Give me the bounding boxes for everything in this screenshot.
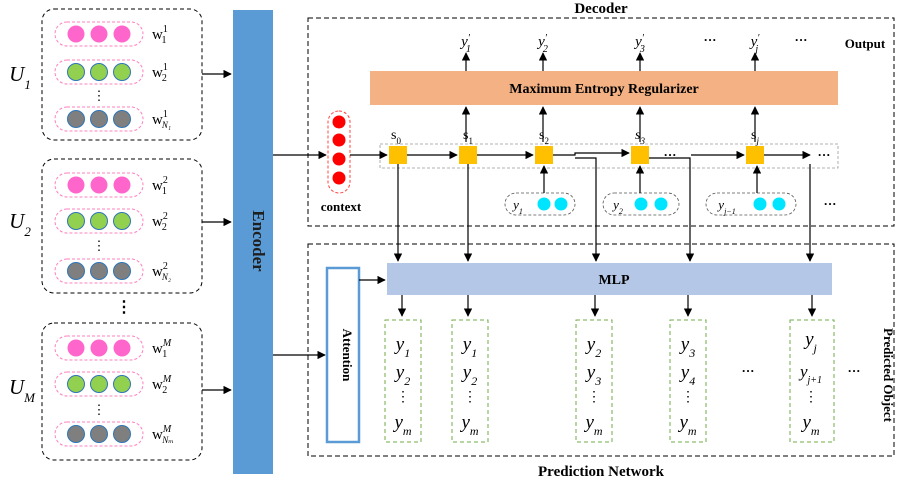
utterance-to-encoder-arrows xyxy=(202,69,232,395)
svg-text:⋮: ⋮ xyxy=(681,390,695,405)
svg-text:yj+1: yj+1 xyxy=(798,362,822,386)
mlp-to-prediction-arrows xyxy=(397,295,817,317)
mlp-block xyxy=(387,263,832,295)
output-label: Output xyxy=(845,36,886,51)
svg-text:⋮: ⋮ xyxy=(804,390,818,405)
svg-text:w12: w1 2 xyxy=(152,62,168,84)
prediction-column-1: y1 y2 ⋮ ym xyxy=(384,319,422,443)
regularizer-label: Maximum Entropy Regularizer xyxy=(509,82,699,97)
prediction-column-4: y3 y4 ⋮ ym xyxy=(669,319,707,443)
svg-text:y3: y3 xyxy=(679,334,695,360)
output-ellipsis-2: ··· xyxy=(794,32,807,47)
output-y2: y′ 2 xyxy=(536,33,548,55)
state-s0 xyxy=(389,146,407,164)
decoder-input-token-yj-1: yj−1 xyxy=(705,192,797,216)
svg-text:w22: w2 2 xyxy=(152,211,168,233)
decoder-input-token-y1: y1 xyxy=(504,192,576,216)
output-yj: y′ j xyxy=(749,33,761,55)
regularizer-output-arrows xyxy=(461,52,760,71)
prediction-title: Prediction Network xyxy=(538,464,665,480)
svg-text:ym: ym xyxy=(583,412,602,438)
svg-text:y2: y2 xyxy=(585,334,601,360)
mlp-label: MLP xyxy=(598,273,630,288)
state-label-s2: s2 xyxy=(539,128,549,146)
output-y1: y′ 1 xyxy=(459,33,471,55)
state-label-s1: s1 xyxy=(463,128,473,146)
decoder-input-token-y2: y2 xyxy=(602,192,680,216)
svg-text:y1: y1 xyxy=(511,197,523,216)
input-to-state-arrows xyxy=(539,165,762,193)
svg-text:w21: w2 1 xyxy=(152,175,168,197)
state-to-mlp-arrows xyxy=(393,157,815,262)
utterance-vdots: ⋮ xyxy=(116,299,132,316)
svg-text:y2: y2 xyxy=(461,362,477,388)
attention-label: Attention xyxy=(340,329,355,382)
utterance-m-label: UM xyxy=(9,375,36,405)
decoder-region: Decoder Output Maximum Entropy Regulariz… xyxy=(307,1,895,227)
attention-block xyxy=(325,266,361,444)
svg-text:y1: y1 xyxy=(394,334,410,360)
utterance-1-label: U1 xyxy=(9,62,31,92)
state-label-sj: sj xyxy=(751,128,759,146)
svg-text:yj−1: yj−1 xyxy=(716,197,735,216)
svg-text:y4: y4 xyxy=(679,362,695,388)
svg-text:yj: yj xyxy=(803,329,817,355)
context-vector xyxy=(327,110,351,194)
input-ellipsis: ··· xyxy=(823,196,836,211)
svg-text:⋮: ⋮ xyxy=(93,238,106,253)
state-label-s0: s0 xyxy=(391,128,401,146)
utterance-2: U2 w2 1 w2 2 ⋮ w2 N₂ xyxy=(9,158,203,294)
svg-text:ym: ym xyxy=(677,412,696,438)
prediction-column-3: y2 y3 ⋮ ym xyxy=(575,319,613,443)
svg-text:⋮: ⋮ xyxy=(463,390,477,405)
state-sj xyxy=(746,146,764,164)
max-entropy-regularizer xyxy=(370,71,838,105)
decoder-states xyxy=(389,146,764,164)
utterance-1: U1 w1 1 w1 2 ⋮ w1 N₁ xyxy=(9,8,203,141)
state-ellipsis-1: ··· xyxy=(663,147,676,162)
svg-text:ym: ym xyxy=(800,412,819,438)
state-s2 xyxy=(535,146,553,164)
prediction-column-2: y1 y2 ⋮ ym xyxy=(451,319,489,443)
svg-text:y2: y2 xyxy=(394,362,410,388)
prediction-column-5: yj yj+1 ⋮ ym xyxy=(789,319,835,443)
utterance-m: UM wM 1 wM 2 ⋮ wM Nₘ xyxy=(9,322,203,461)
svg-text:⋮: ⋮ xyxy=(93,402,106,417)
decoder-title: Decoder xyxy=(574,1,628,17)
svg-text:y2: y2 xyxy=(611,197,623,216)
prediction-ellipsis-2: ··· xyxy=(847,363,860,378)
svg-text:wM1: wM 1 xyxy=(152,338,172,360)
svg-text:w11: w1 1 xyxy=(152,24,168,46)
encoder-block: Encoder xyxy=(233,10,273,474)
svg-text:y3: y3 xyxy=(585,362,601,388)
state-s1 xyxy=(459,146,477,164)
svg-text:⋮: ⋮ xyxy=(396,390,410,405)
svg-text:⋮: ⋮ xyxy=(587,390,601,405)
state-label-s3: s3 xyxy=(635,128,645,146)
output-ellipsis-1: ··· xyxy=(703,32,716,47)
predicted-object-label: Predicted Object xyxy=(881,328,896,423)
encoder-label: Encoder xyxy=(249,210,268,272)
utterance-2-label: U2 xyxy=(9,209,31,239)
svg-text:y1: y1 xyxy=(461,334,477,360)
state-ellipsis-2: ··· xyxy=(817,147,830,162)
prediction-ellipsis-1: ··· xyxy=(741,363,754,378)
state-chain-arrows xyxy=(407,148,745,160)
encoder-output-arrows xyxy=(273,150,327,360)
decoder-outputs: y′ 1 y′ 2 y′ 3 y′ j ··· ··· xyxy=(459,32,807,55)
state-regularizer-arrows xyxy=(461,106,760,142)
state-s3 xyxy=(631,146,649,164)
prediction-region: Prediction Network Predicted Object MLP … xyxy=(307,157,896,480)
svg-text:ym: ym xyxy=(392,412,411,438)
svg-text:⋮: ⋮ xyxy=(93,88,106,103)
context-label: context xyxy=(321,199,362,214)
svg-text:ym: ym xyxy=(459,412,478,438)
output-y3: y′ 3 xyxy=(633,33,645,55)
svg-text:wM2: wM 2 xyxy=(152,374,172,396)
